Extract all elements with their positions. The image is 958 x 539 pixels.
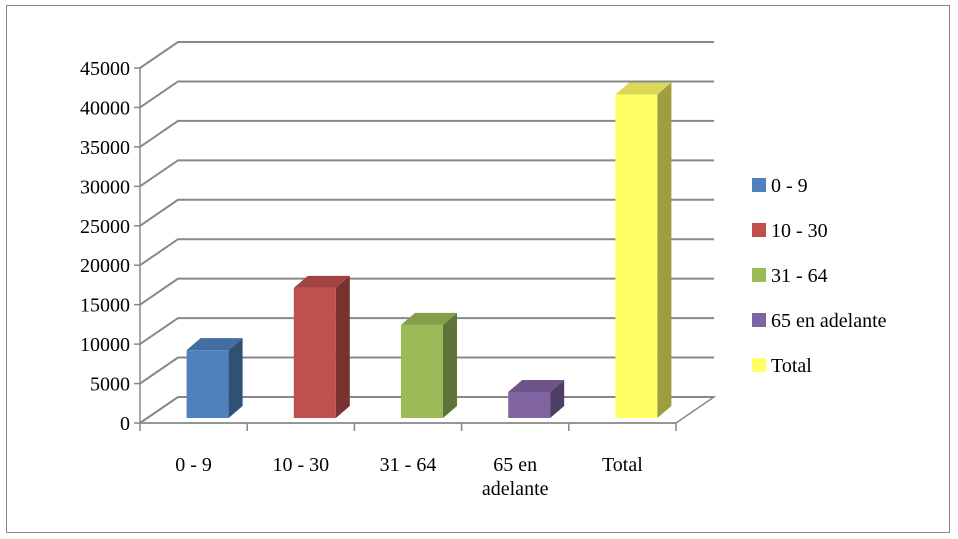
bars [186, 82, 672, 419]
bar-top [186, 338, 243, 351]
bar [186, 338, 243, 418]
gridline [139, 238, 714, 267]
gridline [139, 317, 714, 345]
bar-top [401, 312, 457, 325]
legend-swatch [752, 268, 766, 282]
bar-front [186, 350, 229, 418]
gridline [139, 277, 714, 306]
gridline [139, 119, 714, 148]
bar-front [615, 94, 658, 419]
legend-entry: Total [752, 355, 812, 377]
axes [134, 67, 677, 431]
x-category-label: Total [602, 454, 643, 476]
bar [293, 275, 350, 418]
y-tick-label: 45000 [80, 58, 130, 80]
y-tick-label: 20000 [80, 255, 130, 277]
legend-entry: 31 - 64 [752, 265, 828, 287]
gridline [139, 198, 714, 227]
x-category-labels: 0 - 9 10 - 30 31 - 64 65 en adelante Total [175, 454, 643, 500]
side-wall [140, 42, 178, 423]
legend-swatch [752, 178, 766, 192]
legend-entry: 0 - 9 [752, 175, 808, 197]
legend-label: 65 en adelante [771, 310, 887, 332]
legend-label: 0 - 9 [771, 175, 808, 197]
y-tick-labels: 0 5000 10000 15000 20000 25000 30000 35000 40000… [80, 58, 130, 435]
y-tick-label: 5000 [90, 374, 130, 396]
y-tick-label: 30000 [80, 176, 130, 198]
legend-entry: 65 en adelante [752, 310, 887, 332]
bar-side [335, 275, 350, 418]
y-tick-label: 15000 [80, 295, 130, 317]
x-category-label: 0 - 9 [175, 454, 212, 476]
gridline [139, 356, 714, 385]
x-category-label: 10 - 30 [272, 454, 329, 476]
bar-side [443, 312, 457, 418]
legend-entry: 10 - 30 [752, 220, 828, 242]
legend: 0 - 9 10 - 30 31 - 64 65 en adelante Total [752, 175, 887, 377]
gridline [139, 159, 714, 188]
legend-label: 31 - 64 [771, 265, 828, 287]
x-category-label: 65 en adelante [482, 454, 549, 500]
bar-top [293, 275, 350, 288]
legend-label: Total [771, 355, 812, 377]
bar-side [550, 379, 565, 418]
gridline [139, 80, 714, 109]
bar-front [401, 324, 443, 418]
bar-side [228, 338, 243, 418]
bar-front [508, 391, 551, 418]
y-tick-label: 10000 [80, 334, 130, 356]
bar-top [615, 82, 672, 95]
bar [401, 312, 457, 418]
y-tick-label: 0 [120, 413, 130, 435]
legend-label: 10 - 30 [771, 220, 828, 242]
y-tick-label: 25000 [80, 216, 130, 238]
x-category-label: 31 - 64 [380, 454, 437, 476]
bar [508, 379, 565, 418]
legend-swatch [752, 358, 766, 372]
y-tick-label: 40000 [80, 97, 130, 119]
y-tick-label: 35000 [80, 137, 130, 159]
bar-front [293, 287, 336, 418]
bar [615, 82, 672, 419]
legend-swatch [752, 313, 766, 327]
legend-swatch [752, 223, 766, 237]
bar-side [657, 82, 672, 419]
bar-top [508, 379, 565, 392]
gridline [139, 41, 714, 69]
